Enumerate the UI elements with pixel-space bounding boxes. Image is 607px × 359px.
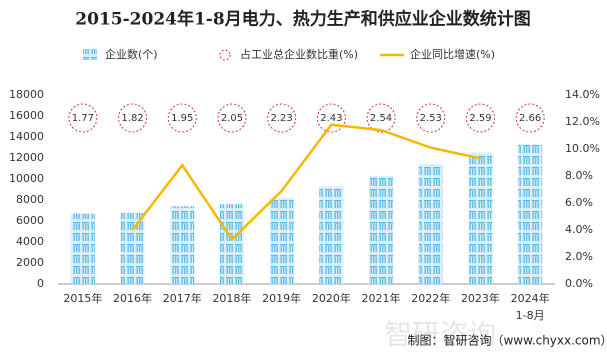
x-tick-label: 2023年 (461, 291, 500, 305)
y-tick-label: 6000 (16, 214, 44, 227)
y-tick-label: 2000 (16, 256, 44, 269)
bar (518, 144, 543, 284)
x-tick-label: 2021年 (362, 291, 401, 305)
x-tick-label: 2022年 (411, 291, 450, 305)
bar (369, 175, 394, 284)
bar (319, 186, 344, 284)
ratio-label: 2.66 (519, 113, 541, 124)
y2-tick-label: 2.0% (565, 250, 593, 263)
ratio-circle (416, 103, 446, 133)
ratio-label: 1.77 (72, 113, 94, 124)
ratio-label: 2.54 (370, 113, 392, 124)
chart-title: 2015-2024年1-8月电力、热力生产和供应业企业数统计图 (75, 9, 530, 30)
y2-tick-label: 4.0% (565, 223, 593, 236)
legend-swatch (83, 49, 97, 60)
bar (269, 197, 294, 284)
x-tick-label: 2020年 (312, 291, 351, 305)
bar (219, 204, 244, 284)
bar (70, 213, 95, 284)
ratio-label: 2.05 (221, 113, 243, 124)
line (131, 123, 481, 242)
ratio-circle (217, 103, 247, 133)
x-tick-label: 2018年 (212, 291, 251, 305)
bar (170, 206, 195, 284)
ratio-label: 1.95 (171, 113, 193, 124)
y2-tick-label: 6.0% (565, 196, 593, 209)
ratio-circle (68, 103, 98, 133)
y2-tick-label: 10.0% (565, 142, 600, 155)
y-tick-label: 0 (37, 277, 44, 290)
y-tick-label: 10000 (9, 172, 44, 185)
ratio-label: 1.82 (121, 113, 143, 124)
x-tick-label: 2019年 (262, 291, 301, 305)
ratio-circle (167, 103, 197, 133)
legend-swatch (219, 49, 231, 61)
y-tick-label: 8000 (16, 193, 44, 206)
y2-tick-label: 0.0% (565, 277, 593, 290)
y2-tick-label: 12.0% (565, 115, 600, 128)
ratio-circle (366, 103, 396, 133)
x-tick-label: 2024年 1-8月 (511, 291, 550, 322)
bar (468, 152, 493, 284)
y-tick-label: 18000 (9, 88, 44, 101)
y-tick-label: 4000 (16, 235, 44, 248)
legend-label: 企业数(个) (105, 47, 158, 61)
ratio-label: 2.59 (469, 113, 491, 124)
ratio-label: 2.23 (271, 113, 293, 124)
bar (418, 164, 443, 284)
ratio-label: 2.43 (320, 113, 342, 124)
x-tick-label: 2015年 (63, 291, 102, 305)
y-tick-label: 16000 (9, 109, 44, 122)
ratio-circle (267, 103, 297, 133)
y2-tick-label: 14.0% (565, 88, 600, 101)
y-tick-label: 14000 (9, 130, 44, 143)
ratio-label: 2.53 (420, 113, 442, 124)
legend-label: 占工业总企业数比重(%) (240, 47, 358, 61)
watermark: 智研咨询 (384, 318, 496, 351)
ratio-circle (465, 103, 495, 133)
legend-label: 企业同比增速(%) (410, 47, 495, 61)
y-tick-label: 12000 (9, 151, 44, 164)
x-tick-label: 2017年 (163, 291, 202, 305)
ratio-circle (118, 103, 148, 133)
y2-tick-label: 8.0% (565, 169, 593, 182)
x-tick-label: 2016年 (113, 291, 152, 305)
source: 制图：智研咨询（www.chyxx.com） (407, 333, 607, 348)
bar (120, 212, 145, 284)
ratio-circle (515, 103, 545, 133)
